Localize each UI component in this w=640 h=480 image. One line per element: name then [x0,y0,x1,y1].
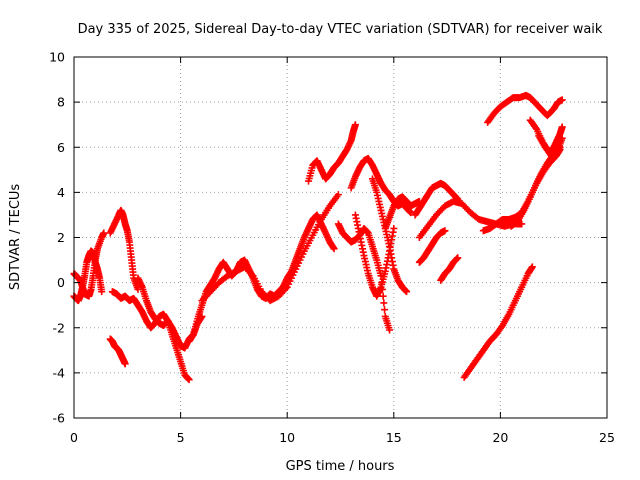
data-point [528,263,536,271]
data-point [518,220,526,228]
data-point [248,270,256,278]
data-point [441,227,449,235]
data-point [532,124,540,132]
x-axis-label: GPS time / hours [286,459,395,474]
data-layer [70,91,566,384]
data-point [558,134,566,142]
y-tick-label: 6 [57,140,65,155]
data-point [386,326,394,334]
data-point [379,292,387,300]
data-point [121,360,129,368]
y-tick-label: 4 [57,185,65,200]
x-tick-label: 15 [386,430,402,445]
x-tick-label: 20 [492,430,508,445]
y-axis-label: SDTVAR / TECUs [8,184,23,291]
plot-border [73,56,608,419]
data-point [403,288,411,296]
data-point [380,299,388,307]
data-point [390,224,398,232]
chart-title: Day 335 of 2025, Sidereal Day-to-day VTE… [78,22,603,37]
data-point [282,285,290,293]
y-tick-label: -4 [53,365,66,380]
data-point [100,229,108,237]
x-tick-label: 0 [70,430,78,445]
data-point [381,306,389,314]
data-point [454,254,462,262]
x-tick-label: 25 [599,430,615,445]
x-tick-label: 5 [177,430,185,445]
y-tick-label: -2 [53,320,65,335]
y-tick-label: -6 [53,411,66,426]
data-point [558,96,566,104]
grid [74,57,607,418]
data-point [98,288,106,296]
y-tick-label: 0 [57,275,65,290]
tick-labels: 0 5 10 15 20 25 -6 -4 -2 0 2 4 6 8 10 [49,50,615,446]
data-point [558,123,566,131]
y-tick-label: 8 [57,95,65,110]
data-point [330,245,338,253]
data-point [351,121,359,129]
data-point [334,191,342,199]
y-tick-label: 2 [57,230,65,245]
x-tick-label: 10 [279,430,295,445]
plot-frame [73,56,608,419]
data-point [185,376,193,384]
y-tick-label: 10 [49,50,65,65]
